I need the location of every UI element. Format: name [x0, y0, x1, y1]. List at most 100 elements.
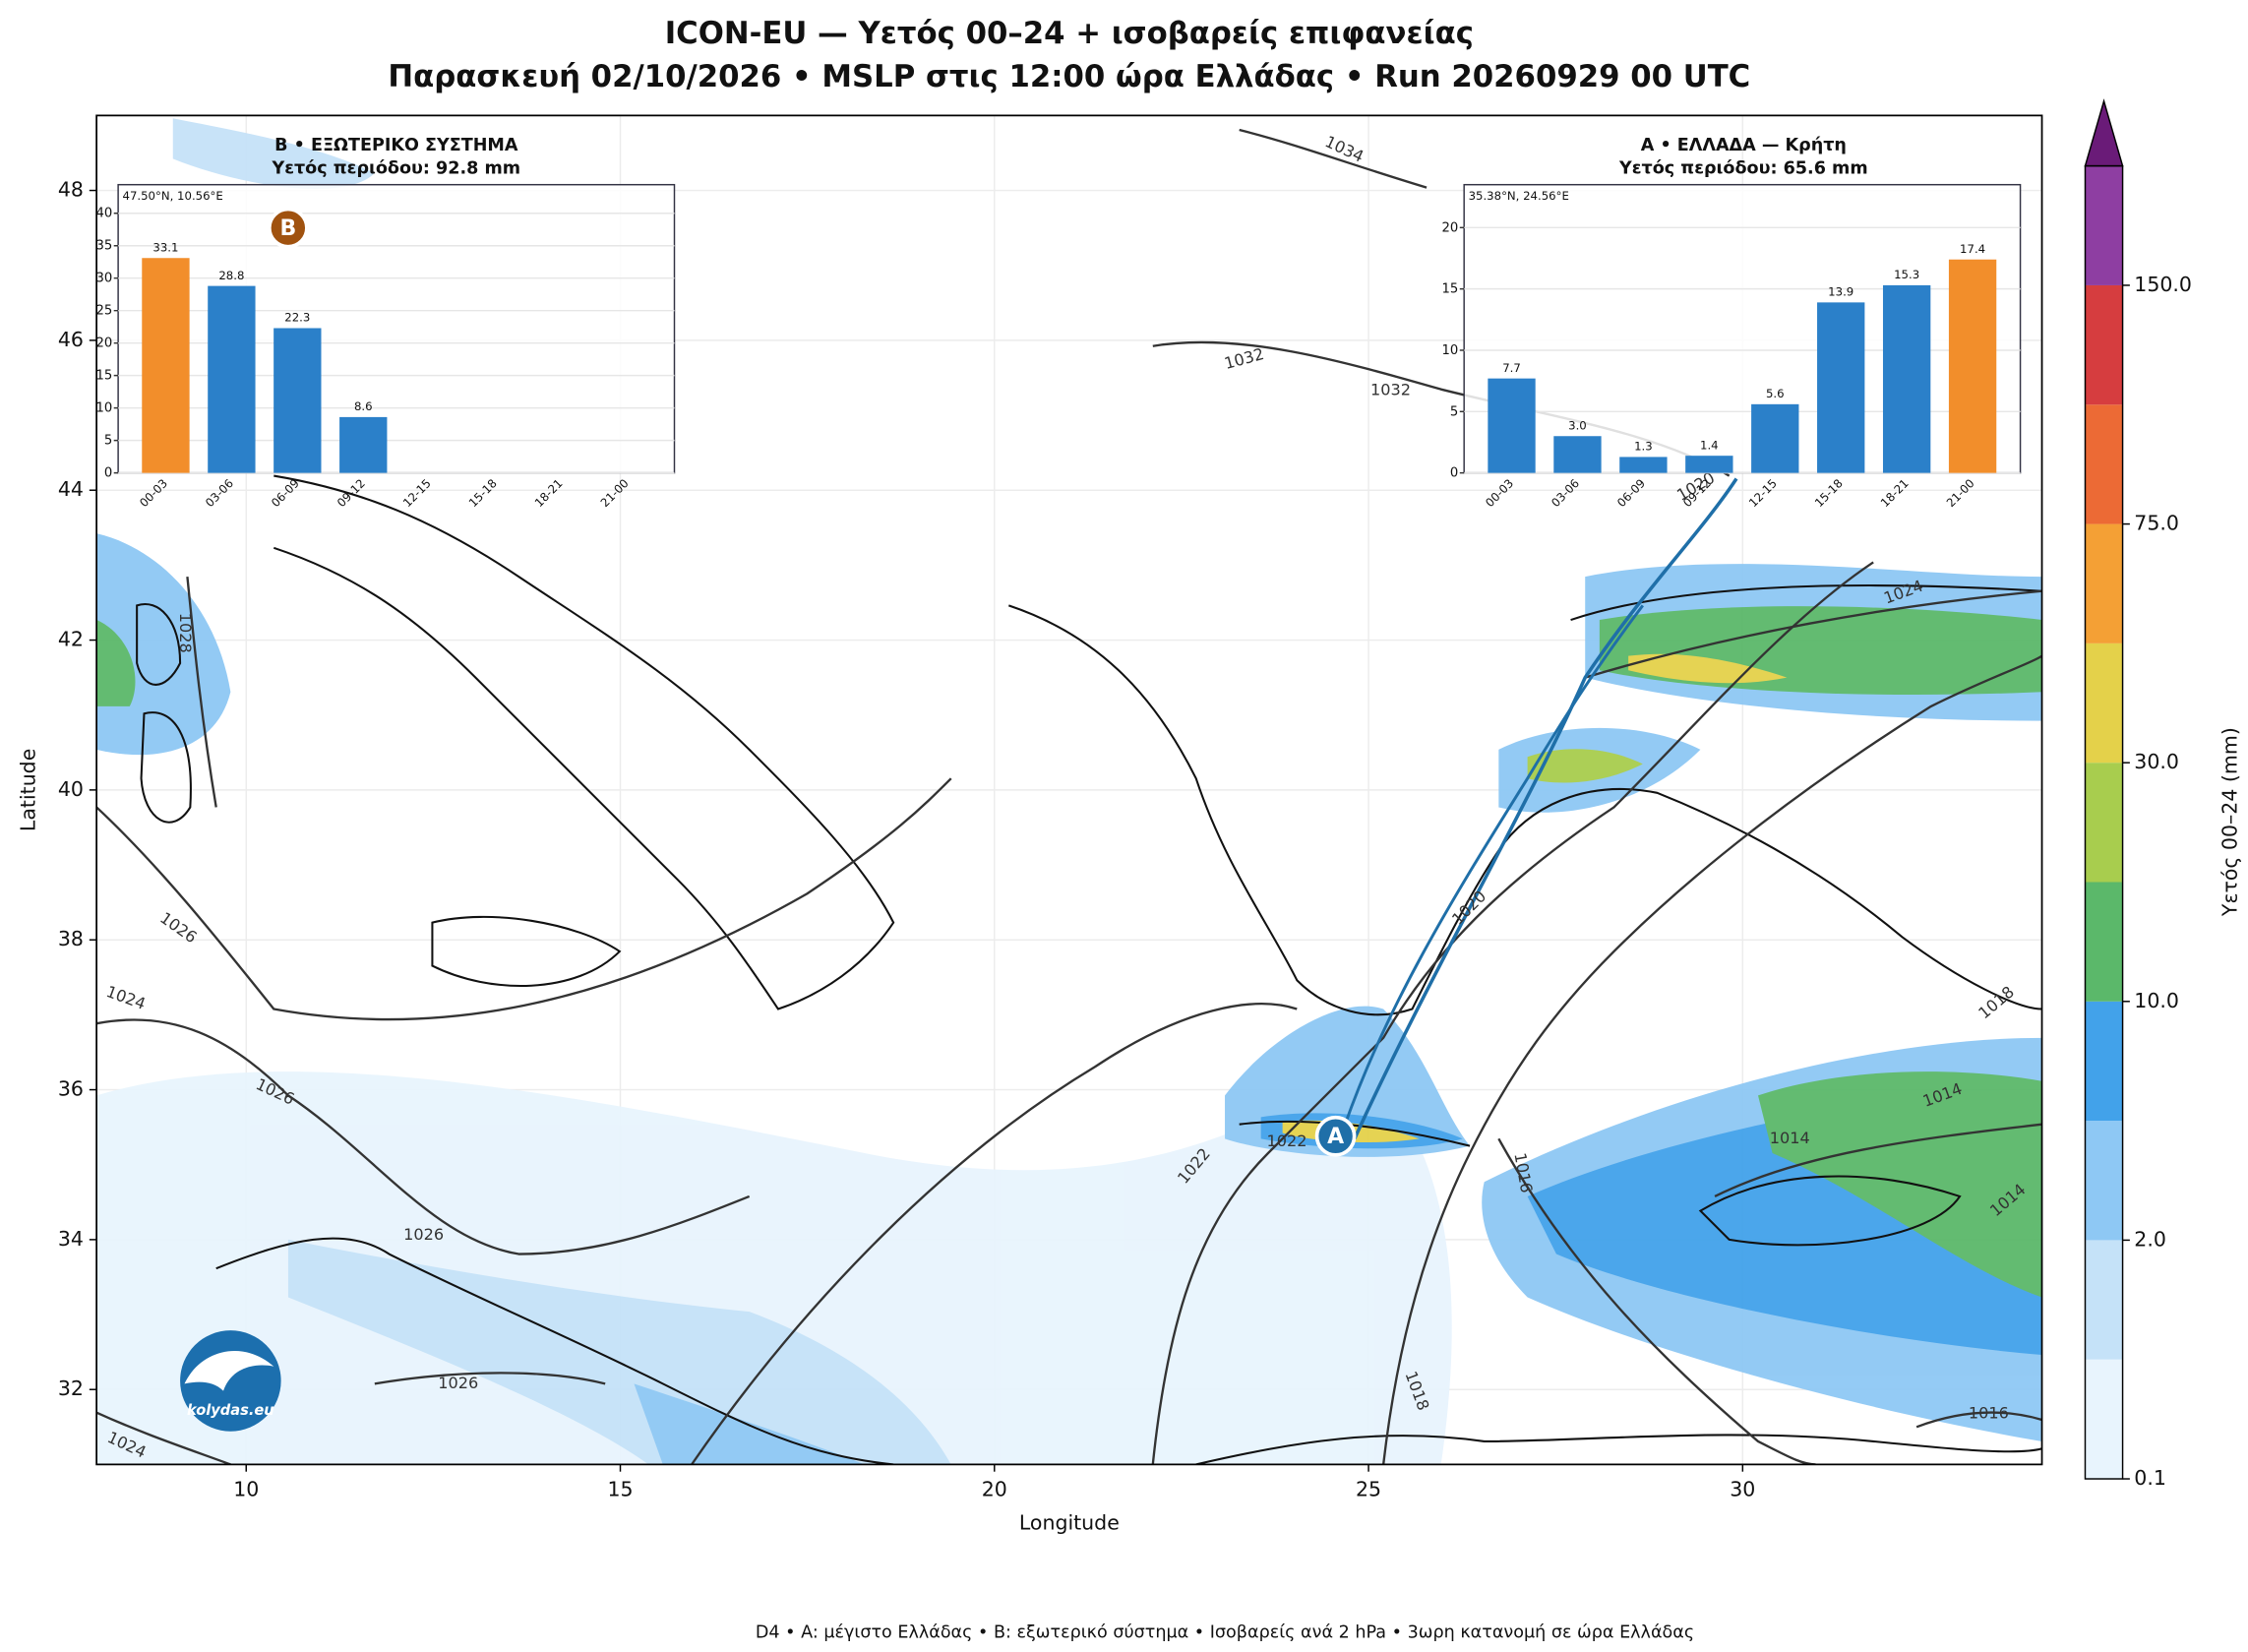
markers: AB — [267, 207, 1357, 1157]
isobar-label: 1026 — [403, 1225, 444, 1244]
colorbar-tick-label: 0.1 — [2134, 1466, 2166, 1490]
y-tick-label: 36 — [58, 1077, 84, 1101]
precipitation-field — [96, 118, 2042, 1465]
x-tick-label: 10 — [233, 1478, 259, 1501]
inset-y-tick-label: 0 — [104, 466, 112, 481]
bar-value-label: 8.6 — [354, 399, 373, 413]
bar-value-label: 1.3 — [1634, 440, 1653, 454]
inset-y-tick-label: 15 — [1442, 282, 1459, 297]
y-tick-label: 48 — [58, 178, 84, 202]
footer: D4 • A: μέγιστο Ελλάδας • B: εξωτερικό σ… — [756, 1623, 1694, 1643]
y-axis-label: Latitude — [16, 749, 39, 831]
bar — [142, 258, 190, 473]
inset-y-tick-label: 5 — [104, 434, 112, 449]
inset-y-tick-label: 25 — [95, 304, 112, 319]
inset-title: A • ΕΛΛΑΔΑ — Κρήτη — [1641, 136, 1847, 155]
inset-y-tick-label: 15 — [95, 369, 112, 384]
bar — [1751, 403, 1799, 473]
inset-y-tick-label: 40 — [95, 207, 112, 221]
isobar-label: 1028 — [176, 613, 195, 653]
bar — [1553, 436, 1602, 473]
bar-value-label: 33.1 — [152, 240, 178, 254]
track-line — [1353, 477, 1738, 1140]
inset-chart: A • ΕΛΛΑΔΑ — Κρήτη Υετός περιόδου: 65.6 m… — [1442, 136, 2022, 510]
map-area: 1034 1032 1032 1028 1026 1024 1026 1026 … — [95, 115, 2042, 1465]
marker-label: B — [279, 216, 296, 241]
colorbar-frame — [2084, 164, 2124, 1480]
bar-value-label: 15.3 — [1894, 268, 1919, 281]
bar-value-label: 22.3 — [284, 311, 310, 325]
colorbar-tick-label: 75.0 — [2134, 512, 2179, 535]
inset-y-tick-label: 20 — [1442, 220, 1459, 235]
colorbar-band — [2085, 1359, 2123, 1480]
isobar — [96, 128, 2042, 1465]
track-line — [1338, 604, 1644, 1139]
bar — [1619, 457, 1668, 473]
y-tick-label: 34 — [58, 1227, 84, 1251]
bar-value-label: 13.9 — [1828, 285, 1853, 299]
colorbar-band — [2085, 523, 2123, 643]
colorbar-band — [2085, 404, 2123, 524]
colorbar-band — [2085, 882, 2123, 1002]
colorbar-band — [2085, 763, 2123, 883]
colorbar-band — [2085, 1240, 2123, 1360]
isobar-label: 1016 — [1969, 1404, 2009, 1423]
y-tick-label: 38 — [58, 927, 84, 950]
x-axis-label: Longitude — [1019, 1510, 1120, 1534]
inset-subtitle: Υετός περιόδου: 92.8 mm — [271, 159, 520, 179]
inset-y-tick-label: 10 — [1442, 343, 1459, 358]
colorbar-band — [2085, 284, 2123, 405]
inset-chart: B • ΕΞΩΤΕΡΙΚΟ ΣΥΣΤΗΜΑ Υετός περιόδου: 92.… — [95, 136, 676, 510]
inset-subtitle: Υετός περιόδου: 65.6 mm — [1618, 159, 1868, 179]
subtitle: Παρασκευή 02/10/2026 • MSLP στις 12:00 ώ… — [388, 59, 1750, 94]
bar — [1685, 456, 1733, 473]
x-tick-label: 20 — [982, 1478, 1007, 1501]
y-tick-label: 46 — [58, 328, 84, 351]
bar-value-label: 3.0 — [1568, 418, 1587, 432]
x-tick-label: 15 — [607, 1478, 633, 1501]
bar — [1817, 302, 1865, 473]
y-tick-label: 44 — [58, 477, 84, 501]
logo-text: kolydas.eu — [187, 1402, 274, 1419]
isobar-label: 1022 — [1267, 1132, 1307, 1150]
colorbar-band — [2085, 642, 2123, 764]
bar-value-label: 28.8 — [218, 269, 244, 282]
colorbar-label: Υετός 00–24 (mm) — [2218, 727, 2241, 917]
bar — [1882, 284, 1931, 473]
x-tick-label: 30 — [1730, 1478, 1755, 1501]
bar — [1488, 378, 1536, 473]
bar — [339, 416, 388, 473]
colorbar-tick-label: 10.0 — [2134, 989, 2179, 1012]
colorbar-tick-label: 150.0 — [2134, 273, 2192, 296]
bar-value-label: 1.4 — [1700, 438, 1719, 452]
inset-title: B • ΕΞΩΤΕΡΙΚΟ ΣΥΣΤΗΜΑ — [274, 136, 518, 155]
inset-background — [117, 183, 676, 474]
marker-label: A — [1327, 1125, 1344, 1149]
location-marker — [1314, 1115, 1357, 1157]
x-tick-label: 25 — [1356, 1478, 1381, 1501]
y-tick-label: 32 — [58, 1377, 84, 1400]
inset-note: 35.38°N, 24.56°E — [1469, 189, 1569, 203]
isobar-label: 1032 — [1370, 381, 1411, 399]
inset-note: 47.50°N, 10.56°E — [123, 189, 223, 203]
insets: B • ΕΞΩΤΕΡΙΚΟ ΣΥΣΤΗΜΑ Υετός περιόδου: 92.… — [95, 136, 2022, 510]
colorbar-tick-label: 2.0 — [2134, 1227, 2166, 1251]
isobar-label: 1026 — [438, 1374, 478, 1392]
inset-y-tick-label: 30 — [95, 272, 112, 286]
title: ICON-EU — Υετός 00–24 + ισοβαρείς επιφαν… — [665, 16, 1474, 51]
inset-y-tick-label: 20 — [95, 337, 112, 351]
inset-y-tick-label: 35 — [95, 239, 112, 254]
y-tick-label: 40 — [58, 777, 84, 801]
inset-y-tick-label: 0 — [1450, 466, 1458, 481]
inset-y-tick-label: 5 — [1450, 404, 1458, 419]
bar — [273, 328, 322, 473]
colorbar-band — [2085, 1121, 2123, 1241]
colorbar-band — [2085, 1001, 2123, 1122]
bar — [208, 285, 256, 473]
bar — [1948, 259, 1997, 473]
colorbar-band — [2085, 165, 2123, 285]
inset-y-tick-label: 10 — [95, 401, 112, 416]
location-marker — [267, 207, 309, 249]
bar-value-label: 5.6 — [1766, 387, 1785, 400]
